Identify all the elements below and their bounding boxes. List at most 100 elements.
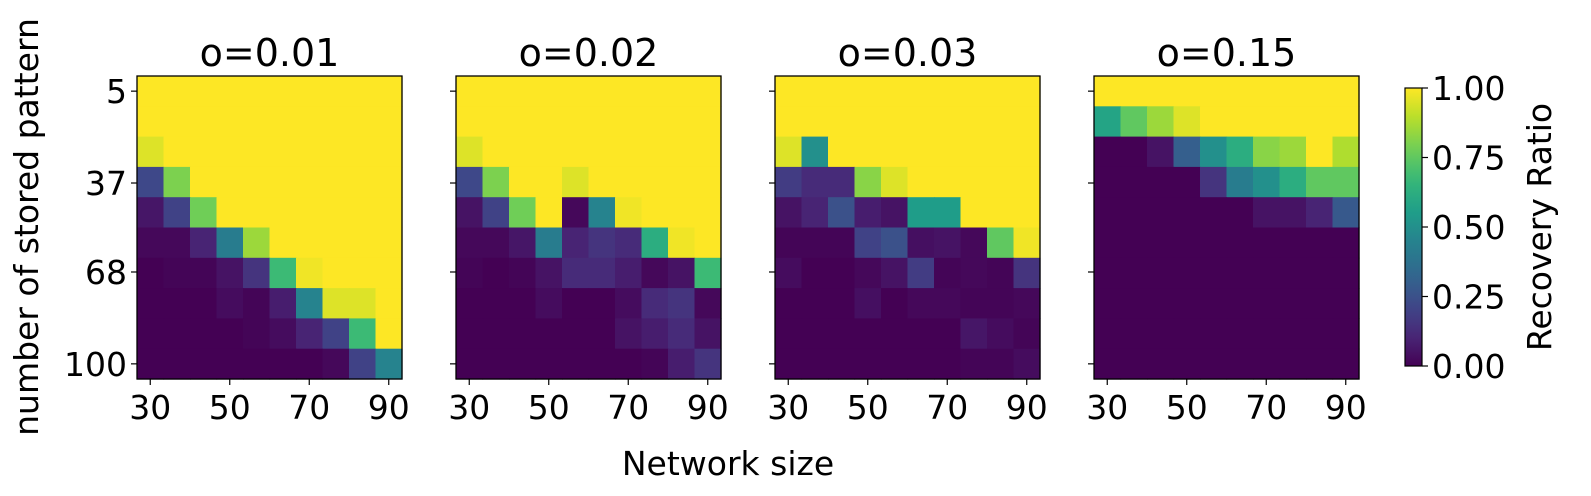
heatmap-cell bbox=[588, 106, 616, 138]
heatmap-cell bbox=[535, 197, 563, 229]
heatmap-cell bbox=[641, 197, 669, 229]
heatmap-cell bbox=[535, 318, 563, 350]
heatmap-cell bbox=[828, 318, 856, 350]
x-axis-label: Network size bbox=[622, 444, 834, 483]
heatmap-cell bbox=[482, 197, 510, 229]
heatmap-cell bbox=[1120, 348, 1148, 380]
heatmap-cell bbox=[881, 288, 909, 319]
heatmap-cell bbox=[1306, 318, 1334, 350]
heatmap-cell bbox=[456, 257, 484, 289]
heatmap-cell bbox=[907, 318, 935, 350]
heatmap-cell bbox=[535, 106, 563, 138]
heatmap-cell bbox=[1200, 288, 1228, 319]
heatmap-cell bbox=[1332, 197, 1360, 229]
heatmap-cell bbox=[1147, 257, 1175, 289]
heatmap-cell bbox=[801, 348, 829, 380]
heatmap-cell bbox=[934, 257, 962, 289]
heatmap-cell bbox=[190, 227, 218, 259]
heatmap-cell bbox=[482, 106, 510, 138]
heatmap-cell bbox=[1306, 227, 1334, 259]
heatmap-cell bbox=[1226, 288, 1254, 319]
heatmap-cell bbox=[269, 227, 297, 259]
heatmap-cell bbox=[456, 318, 484, 350]
heatmap-cell bbox=[907, 106, 935, 138]
x-tick-label: 90 bbox=[1006, 388, 1048, 427]
heatmap-cell bbox=[1200, 76, 1228, 107]
heatmap-cell bbox=[1013, 227, 1041, 259]
heatmap-cell bbox=[375, 106, 403, 138]
heatmap-cell bbox=[960, 136, 988, 168]
heatmap-cell bbox=[1147, 106, 1175, 138]
heatmap-cell bbox=[375, 257, 403, 289]
heatmap-cell bbox=[1200, 348, 1228, 380]
heatmap-cell bbox=[1094, 318, 1122, 350]
heatmap-cell bbox=[1253, 136, 1281, 168]
heatmap-cell bbox=[828, 197, 856, 229]
heatmap-cell bbox=[1147, 76, 1175, 107]
heatmap-cell bbox=[163, 257, 191, 289]
heatmap-cell bbox=[216, 318, 244, 350]
colorbar-tick-label: 0.00 bbox=[1432, 347, 1505, 386]
heatmap-cell bbox=[190, 136, 218, 168]
heatmap-cell bbox=[322, 76, 350, 107]
heatmap-cell bbox=[190, 166, 218, 198]
heatmap-cell bbox=[881, 227, 909, 259]
heatmap-cell bbox=[269, 197, 297, 229]
y-tick-label: 100 bbox=[64, 345, 127, 384]
heatmap-cell bbox=[1094, 257, 1122, 289]
heatmap-cell bbox=[1306, 348, 1334, 380]
heatmap-cell bbox=[216, 197, 244, 229]
heatmap-cell bbox=[269, 288, 297, 319]
heatmap-cell bbox=[243, 318, 271, 350]
y-axis-label: number of stored pattern bbox=[7, 18, 46, 436]
heatmap-cell bbox=[163, 348, 191, 380]
heatmap-cell bbox=[907, 288, 935, 319]
heatmap-cell bbox=[801, 166, 829, 198]
heatmap-cell bbox=[1306, 136, 1334, 168]
y-tick-label: 68 bbox=[85, 253, 127, 292]
heatmap-cell bbox=[1226, 106, 1254, 138]
panel-frame bbox=[1093, 75, 1360, 380]
heatmap-cell bbox=[881, 106, 909, 138]
heatmap-panel: o=0.03 30 50 70 90 bbox=[767, 31, 1048, 427]
heatmap-cell bbox=[668, 227, 696, 259]
heatmap-cell bbox=[562, 318, 590, 350]
heatmap-cell bbox=[296, 136, 324, 168]
heatmap-cell bbox=[1013, 136, 1041, 168]
heatmap-cell bbox=[269, 257, 297, 289]
heatmap-cell bbox=[881, 76, 909, 107]
heatmap-cell bbox=[322, 106, 350, 138]
heatmap-cell bbox=[987, 227, 1015, 259]
heatmap-cell bbox=[801, 197, 829, 229]
heatmap-cell bbox=[535, 257, 563, 289]
heatmap-cell bbox=[828, 288, 856, 319]
heatmap-cell bbox=[269, 348, 297, 380]
heatmap-cell bbox=[349, 166, 377, 198]
colorbar-tick-label: 0.25 bbox=[1432, 278, 1505, 317]
heatmap-cell bbox=[482, 76, 510, 107]
heatmap-cell bbox=[775, 257, 803, 289]
heatmap-cell bbox=[775, 348, 803, 380]
heatmap-cell bbox=[482, 136, 510, 168]
heatmap-cell bbox=[775, 106, 803, 138]
heatmap-cell bbox=[482, 257, 510, 289]
panel-frame bbox=[455, 75, 722, 380]
heatmap-cell bbox=[1253, 288, 1281, 319]
heatmap-cell bbox=[322, 288, 350, 319]
heatmap-cell bbox=[1332, 76, 1360, 107]
heatmap-cell bbox=[907, 348, 935, 380]
heatmap-cell bbox=[1332, 227, 1360, 259]
heatmap-cell bbox=[960, 318, 988, 350]
heatmap-cell bbox=[1120, 288, 1148, 319]
x-tick-label: 70 bbox=[607, 388, 649, 427]
heatmap-cell bbox=[535, 76, 563, 107]
heatmap-cell bbox=[1279, 136, 1307, 168]
heatmap-cell bbox=[163, 197, 191, 229]
heatmap-cell bbox=[1173, 166, 1201, 198]
heatmap-cell bbox=[269, 106, 297, 138]
heatmap-cell bbox=[1173, 348, 1201, 380]
heatmap-cell bbox=[588, 227, 616, 259]
heatmap-cell bbox=[907, 76, 935, 107]
heatmap-cell bbox=[216, 348, 244, 380]
heatmap-cell bbox=[137, 106, 165, 138]
